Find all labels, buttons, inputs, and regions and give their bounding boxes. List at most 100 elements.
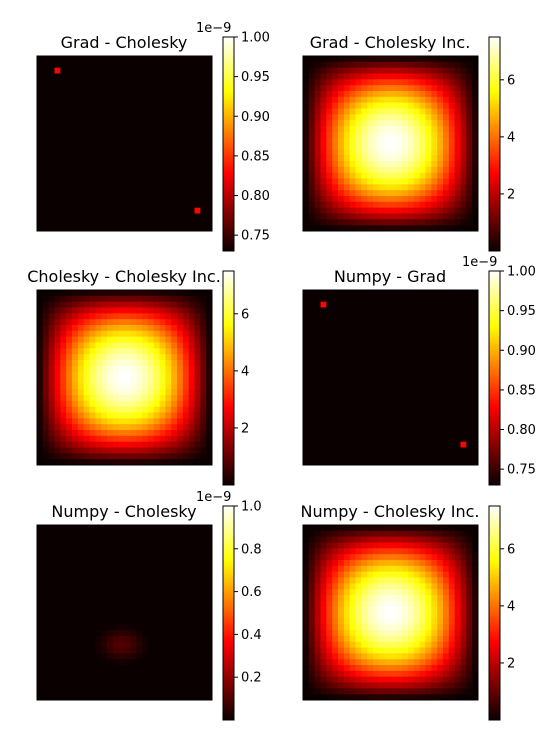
heatmap-cell <box>378 371 386 378</box>
heatmap-cell <box>308 114 316 121</box>
heatmap-cell <box>320 330 327 338</box>
heatmap-cell <box>308 377 316 384</box>
heatmap-cell <box>188 406 195 413</box>
heatmap-cell <box>361 96 368 104</box>
heatmap-cell <box>408 424 415 431</box>
heatmap-cell <box>200 120 207 127</box>
heatmap-cell <box>384 418 391 425</box>
heatmap-cell <box>101 459 108 466</box>
heatmap-cell <box>408 589 415 596</box>
heatmap-cell <box>367 301 374 308</box>
heatmap-cell <box>153 371 160 378</box>
heatmap-cell <box>454 319 461 326</box>
heatmap-cell <box>343 565 351 573</box>
heatmap-cell <box>361 313 368 320</box>
heatmap-cell <box>338 207 345 214</box>
heatmap-cell <box>314 365 321 373</box>
heatmap-cell <box>200 178 207 185</box>
heatmap-cell <box>194 91 201 98</box>
heatmap-cell <box>384 161 391 168</box>
heatmap-cell <box>95 120 102 127</box>
heatmap-cell <box>413 583 421 590</box>
heatmap-cell <box>437 595 444 602</box>
heatmap-cell <box>390 290 397 297</box>
heatmap-cell <box>89 225 96 232</box>
heatmap-cell <box>355 161 362 168</box>
heatmap-cell <box>77 583 85 590</box>
heatmap-cell <box>147 435 155 443</box>
heatmap-cell <box>338 389 345 396</box>
heatmap-cell <box>200 406 207 413</box>
heatmap-cell <box>396 435 403 443</box>
heatmap-cell <box>466 67 473 74</box>
heatmap-cell <box>107 166 114 174</box>
heatmap-cell <box>142 453 149 460</box>
heatmap-cell <box>443 190 450 197</box>
heatmap-cell <box>54 395 61 402</box>
heatmap-cell <box>171 365 178 373</box>
heatmap-cell <box>188 56 195 63</box>
heatmap-cell <box>165 688 172 695</box>
heatmap-cell <box>130 295 137 303</box>
heatmap-cell <box>159 172 166 179</box>
heatmap-cell <box>408 166 415 174</box>
heatmap-cell <box>177 102 184 109</box>
heatmap-cell <box>112 354 120 361</box>
heatmap-cell <box>42 108 50 115</box>
heatmap-cell <box>118 219 125 226</box>
heatmap-cell <box>200 155 207 162</box>
heatmap-cell <box>361 571 368 578</box>
heatmap-cell <box>349 424 356 431</box>
heatmap-cell <box>460 137 467 144</box>
heatmap-cell <box>425 412 432 419</box>
heatmap-cell <box>314 114 321 121</box>
heatmap-cell <box>112 424 120 431</box>
heatmap-cell <box>112 435 120 443</box>
heatmap-cell <box>448 336 456 343</box>
heatmap-cell <box>101 295 108 303</box>
heatmap-cell <box>72 635 79 643</box>
heatmap-cell <box>89 383 96 390</box>
heatmap-cell <box>165 219 172 226</box>
heatmap-cell <box>367 424 374 431</box>
heatmap-cell <box>355 525 362 532</box>
heatmap-cell <box>182 161 190 168</box>
heatmap-cell <box>367 453 374 460</box>
heatmap-cell <box>419 571 426 578</box>
heatmap-cell <box>448 400 456 408</box>
heatmap-cell <box>60 459 67 466</box>
heatmap-cell <box>188 453 195 460</box>
heatmap-cell <box>107 325 114 332</box>
heatmap-cell <box>188 600 195 608</box>
heatmap-cell <box>142 172 149 179</box>
heatmap-cell <box>182 172 190 179</box>
heatmap-cell <box>130 102 137 109</box>
heatmap-cell <box>454 184 461 191</box>
heatmap-cell <box>454 178 461 185</box>
heatmap-cell <box>130 190 137 197</box>
heatmap-cell <box>437 565 444 573</box>
heatmap-cell <box>378 178 386 185</box>
heatmap-cell <box>326 595 333 602</box>
heatmap-cell <box>72 395 79 402</box>
heatmap-cell <box>472 79 479 86</box>
heatmap-cell <box>72 207 79 214</box>
heatmap-cell <box>332 108 339 115</box>
heatmap-cell <box>338 196 345 203</box>
heatmap-cell <box>101 565 108 573</box>
heatmap-cell <box>355 61 362 69</box>
heatmap-cell <box>384 365 391 373</box>
heatmap-cell <box>200 635 207 643</box>
heatmap-cell <box>66 172 73 179</box>
heatmap-cell <box>460 196 467 203</box>
heatmap-cell <box>206 665 213 672</box>
heatmap-cell <box>42 213 50 220</box>
heatmap-cell <box>384 301 391 308</box>
heatmap-cell <box>118 548 125 555</box>
heatmap-cell <box>454 395 461 402</box>
heatmap-cell <box>188 383 195 390</box>
heatmap-cell <box>408 61 415 69</box>
heatmap-cell <box>355 336 362 343</box>
heatmap-cell <box>402 196 409 203</box>
heatmap-cell <box>373 565 380 573</box>
